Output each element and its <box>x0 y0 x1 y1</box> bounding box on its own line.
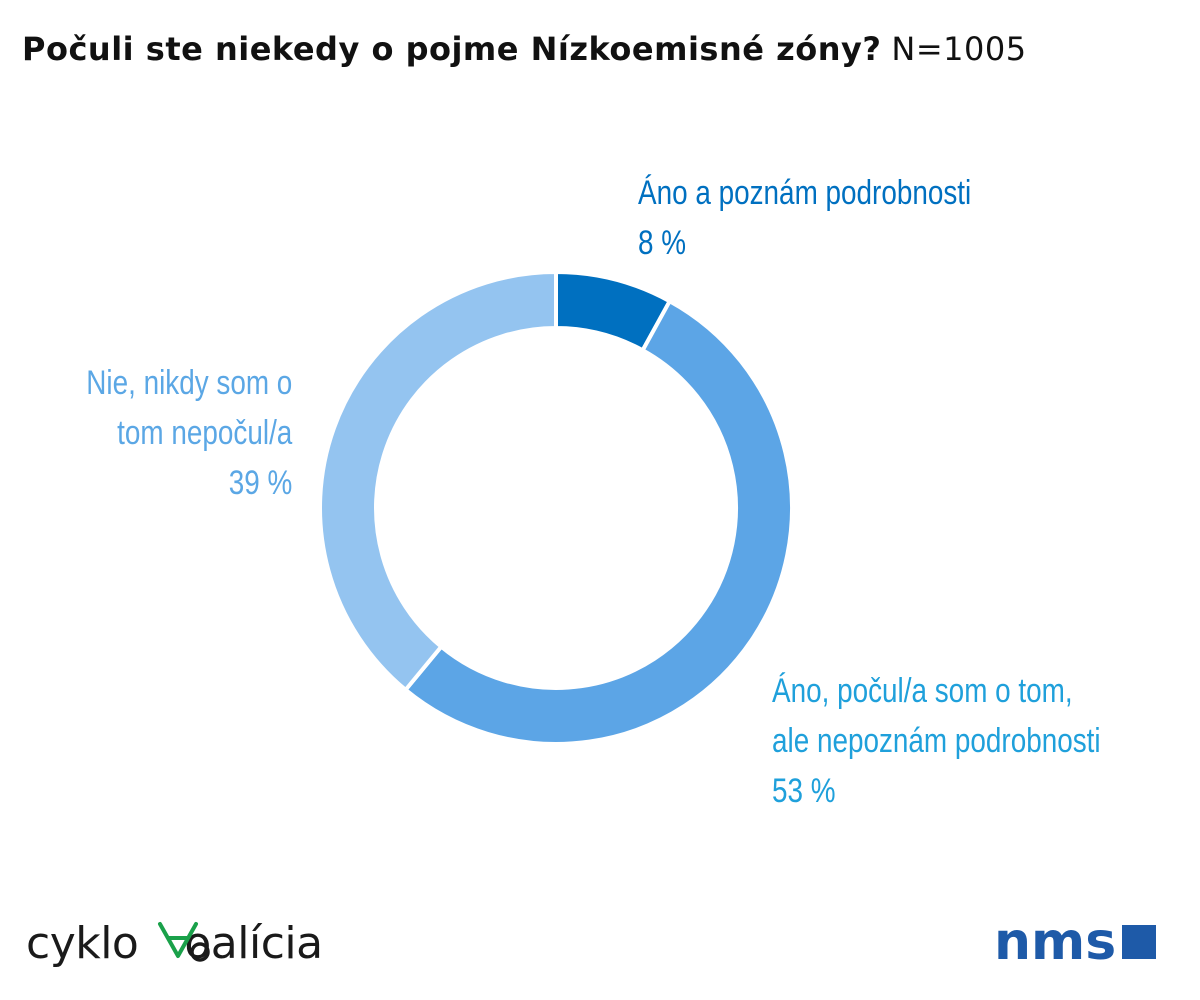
slice-value-label: 53 % <box>772 772 836 810</box>
sample-size: N=1005 <box>891 30 1027 68</box>
slice-value-label: 8 % <box>638 224 687 262</box>
slice-label-line: ale nepoznám podrobnosti <box>772 722 1101 760</box>
nms-logo-text: nms <box>994 912 1117 972</box>
slice-nie <box>318 269 558 693</box>
nms-logo: nms <box>994 916 1157 970</box>
slice-label-line: tom nepočul/a <box>116 414 292 452</box>
slice-label-ano-podrobnosti: Áno a poznám podrobnosti 8 % <box>638 168 971 268</box>
logo-text-start: cyklo <box>26 918 139 969</box>
logo-text-end: oalícia <box>184 918 323 969</box>
slice-label-ano-pocul: Áno, počul/a som o tom, ale nepoznám pod… <box>772 666 1101 816</box>
slice-label-line: Áno a poznám podrobnosti <box>638 174 972 212</box>
slice-ano-pocul <box>402 298 794 746</box>
slice-label-line: Áno, počul/a som o tom, <box>772 672 1073 710</box>
bike-check-icon <box>158 922 210 962</box>
cyklokoalicia-logo: cyklo oalícia <box>26 918 323 969</box>
nms-square-icon <box>1122 925 1157 959</box>
slice-label-line: Nie, nikdy som o <box>85 364 292 402</box>
chart-title-row: Počuli ste niekedy o pojme Nízkoemisné z… <box>22 30 1182 68</box>
chart-title: Počuli ste niekedy o pojme Nízkoemisné z… <box>22 30 882 68</box>
slice-label-nie: Nie, nikdy som o tom nepočul/a 39 % <box>86 358 292 508</box>
slice-value-label: 39 % <box>228 464 292 502</box>
